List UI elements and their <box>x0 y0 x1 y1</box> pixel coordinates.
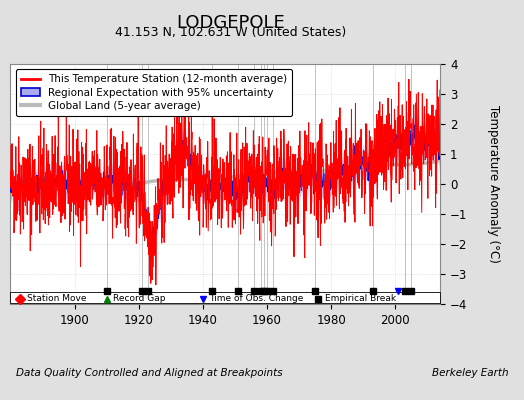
Text: Station Move: Station Move <box>27 294 86 303</box>
Y-axis label: Temperature Anomaly (°C): Temperature Anomaly (°C) <box>487 105 500 263</box>
FancyBboxPatch shape <box>10 292 440 303</box>
Text: Berkeley Earth: Berkeley Earth <box>432 368 508 378</box>
Text: Record Gap: Record Gap <box>113 294 166 303</box>
Legend: This Temperature Station (12-month average), Regional Expectation with 95% uncer: This Temperature Station (12-month avera… <box>16 69 292 116</box>
Text: Time of Obs. Change: Time of Obs. Change <box>209 294 304 303</box>
Text: Empirical Break: Empirical Break <box>325 294 396 303</box>
Text: LODGEPOLE: LODGEPOLE <box>176 14 285 32</box>
Text: Data Quality Controlled and Aligned at Breakpoints: Data Quality Controlled and Aligned at B… <box>16 368 282 378</box>
Text: 41.153 N, 102.631 W (United States): 41.153 N, 102.631 W (United States) <box>115 26 346 39</box>
